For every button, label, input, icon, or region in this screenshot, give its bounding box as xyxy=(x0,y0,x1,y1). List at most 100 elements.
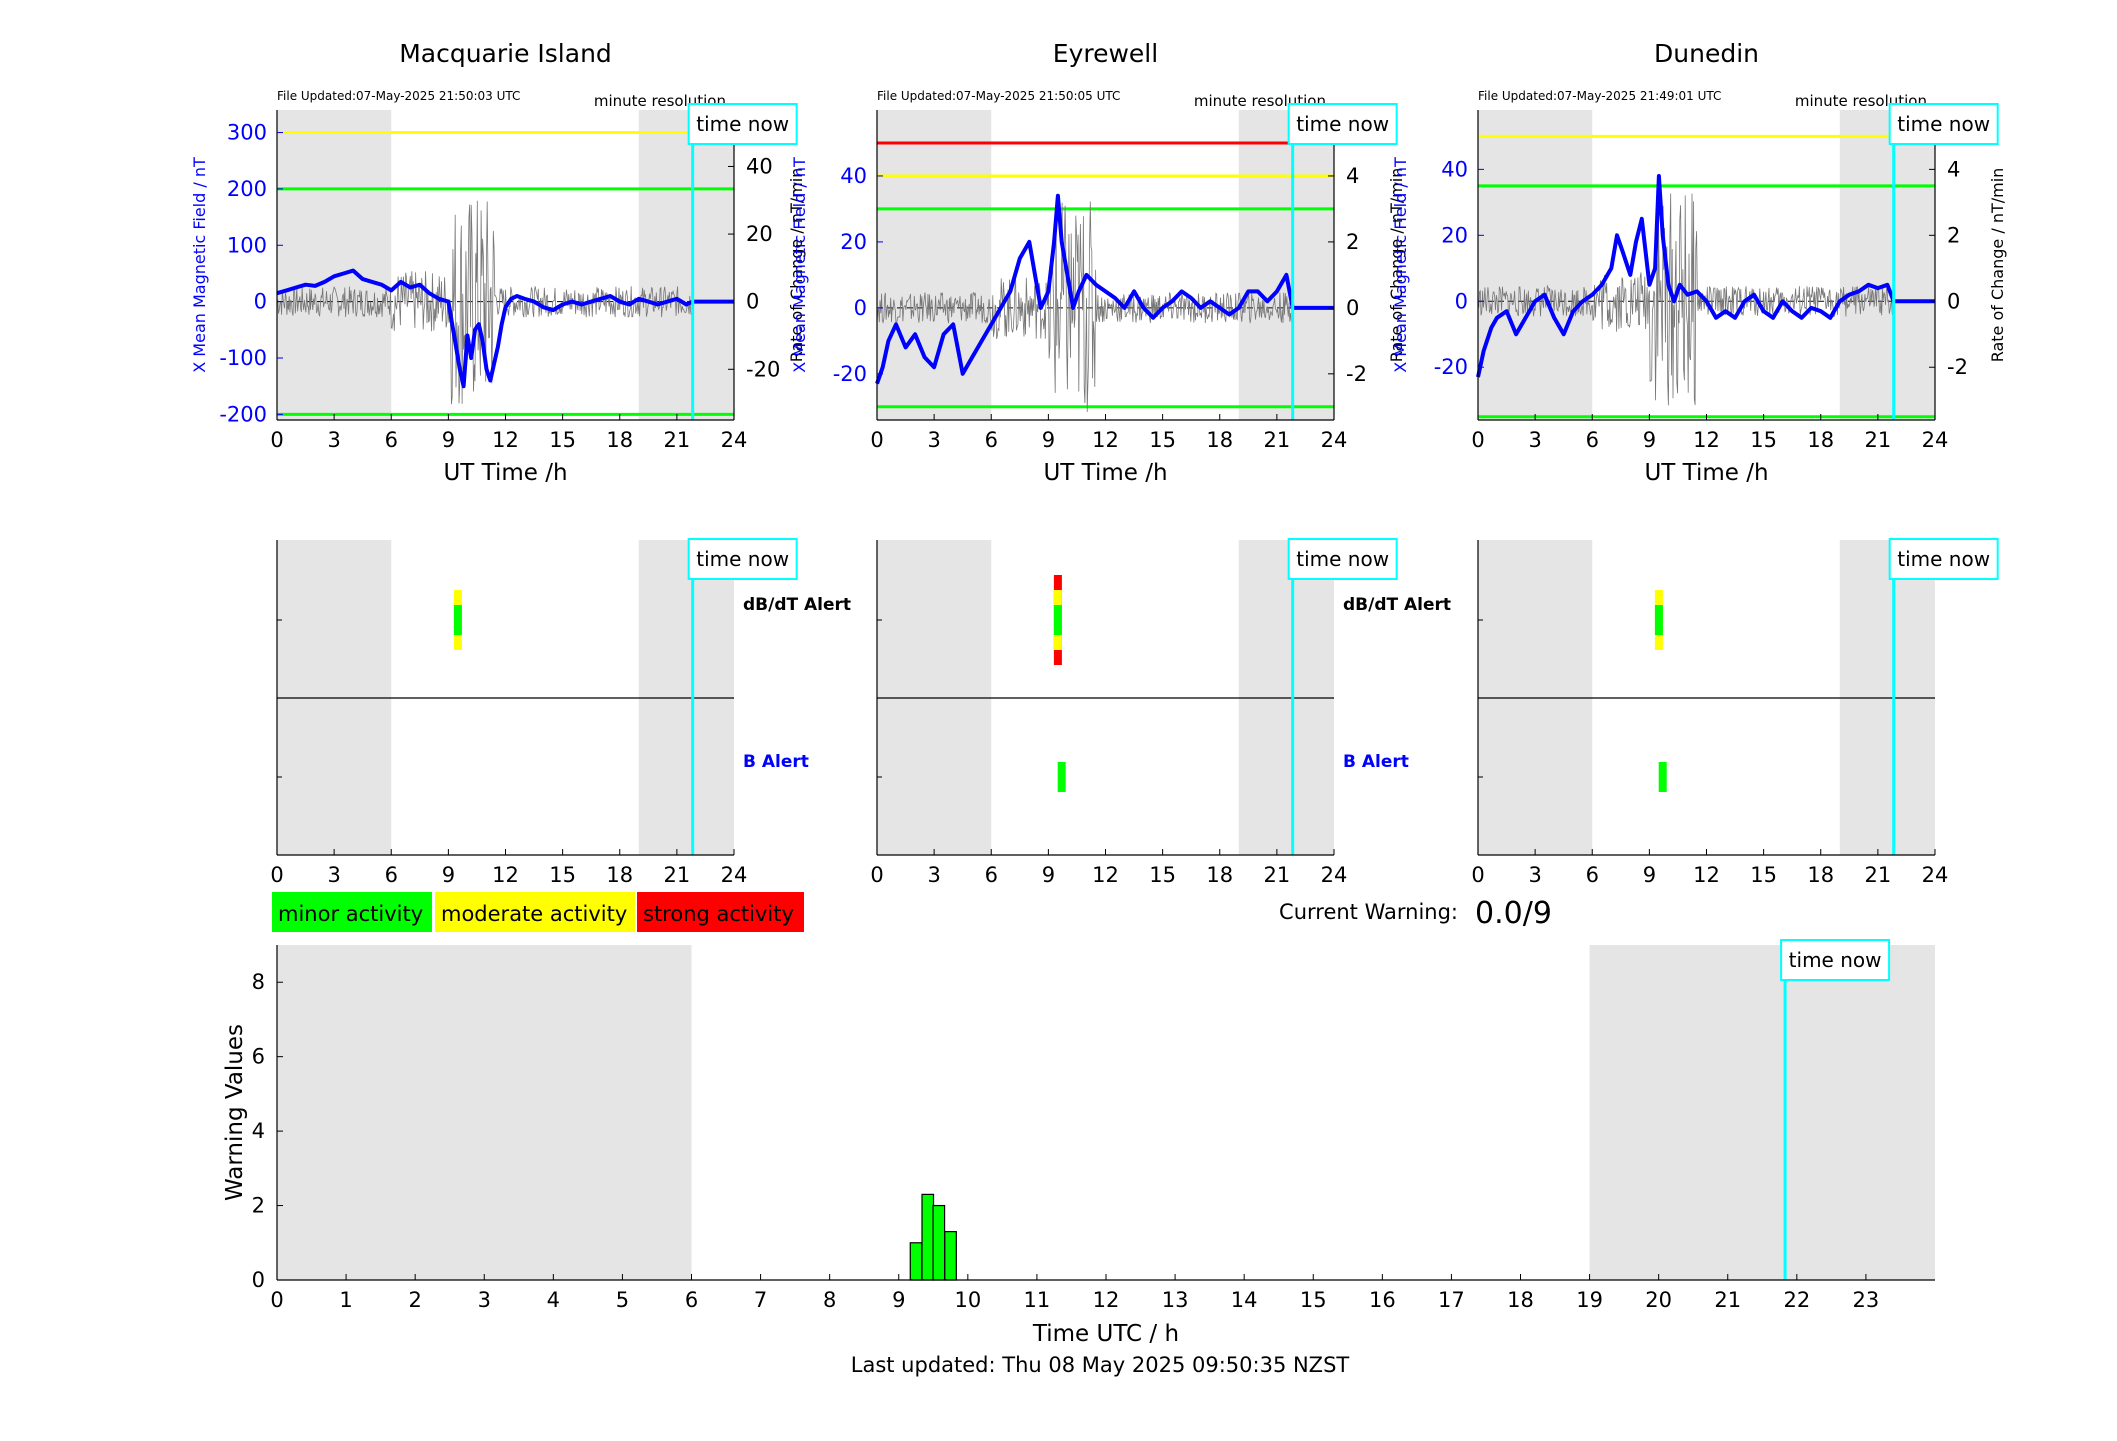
y-tick-right-label: 20 xyxy=(746,222,773,246)
x-tick-label: 16 xyxy=(1369,1288,1396,1312)
y-axis-left-label: X Mean Magnetic Field / nT xyxy=(1391,157,1410,373)
x-tick-label: 15 xyxy=(1750,863,1777,887)
time-now-label: time now xyxy=(1296,112,1389,136)
file-updated-text: File Updated:07-May-2025 21:49:01 UTC xyxy=(1478,89,1721,103)
y-tick-left-label: 300 xyxy=(227,121,267,145)
y-tick-right-label: -2 xyxy=(1947,355,1968,379)
x-tick-label: 9 xyxy=(442,428,455,452)
x-tick-label: 18 xyxy=(1206,863,1233,887)
x-tick-label: 14 xyxy=(1231,1288,1258,1312)
x-mean-field-line xyxy=(1476,174,1935,378)
x-tick-label: 24 xyxy=(1321,428,1348,452)
dbdt-alert-label: dB/dT Alert xyxy=(743,595,851,615)
y-tick-left-label: 200 xyxy=(227,177,267,201)
y-tick-left-label: 0 xyxy=(1455,289,1468,313)
activity-legend: minor activity moderate activity strong ac… xyxy=(272,892,804,932)
x-tick-label: 9 xyxy=(1042,863,1055,887)
warning-values-chart: 0 1 2 3 4 5 6 7 8 9 10 11 12 13 14 15 16 17 18 19 20 21 22 2302… xyxy=(222,945,1935,1347)
y-tick-right-label: 2 xyxy=(1346,230,1359,254)
y-axis-right-label: Rate of Change / nT/min xyxy=(1988,168,2007,363)
night-band xyxy=(277,110,392,420)
x-tick-label: 21 xyxy=(664,863,691,887)
x-tick-label: 24 xyxy=(721,428,748,452)
x-tick-label: 6 xyxy=(1586,863,1599,887)
x-tick-label: 3 xyxy=(478,1288,491,1312)
x-tick-label: 0 xyxy=(1471,863,1484,887)
x-tick-label: 3 xyxy=(327,428,340,452)
x-tick-label: 3 xyxy=(927,428,940,452)
warning-bar xyxy=(932,1204,946,1281)
x-tick-label: 21 xyxy=(1264,863,1291,887)
y-tick-label: 4 xyxy=(252,1119,265,1143)
x-tick-label: 24 xyxy=(1321,863,1348,887)
time-now-box xyxy=(1287,538,1398,580)
x-tick-label: 12 xyxy=(1693,428,1720,452)
legend-swatch xyxy=(272,892,432,932)
y-tick-right-label: 4 xyxy=(1346,164,1359,188)
x-tick-label: 13 xyxy=(1162,1288,1189,1312)
x-tick-label: 15 xyxy=(549,428,576,452)
y-tick-right-label: -20 xyxy=(746,357,780,381)
x-tick-label: 12 xyxy=(1693,863,1720,887)
x-tick-label: 3 xyxy=(1528,863,1541,887)
x-tick-label: 0 xyxy=(270,428,283,452)
y-tick-right-label: 0 xyxy=(1947,289,1960,313)
night-band xyxy=(277,945,692,1280)
x-axis-label: UT Time /h xyxy=(1043,460,1167,486)
x-tick-label: 12 xyxy=(492,428,519,452)
station-title: Dunedin xyxy=(1654,39,1759,68)
x-tick-label: 12 xyxy=(492,863,519,887)
time-now-box xyxy=(1287,103,1398,145)
rate-of-change-trace xyxy=(1477,193,1894,406)
file-updated-text: File Updated:07-May-2025 21:50:03 UTC xyxy=(277,89,520,103)
x-tick-label: 12 xyxy=(1092,428,1119,452)
legend-label: minor activity xyxy=(278,902,423,926)
y-tick-right-label: 4 xyxy=(1947,157,1960,181)
y-axis-left-label: X Mean Magnetic Field / nT xyxy=(190,157,209,373)
x-tick-label: 18 xyxy=(606,863,633,887)
x-tick-label: 22 xyxy=(1783,1288,1810,1312)
legend-swatch xyxy=(435,892,635,932)
x-tick-label: 5 xyxy=(616,1288,629,1312)
time-now-box xyxy=(1888,538,1999,580)
x-axis-label: Time UTC / h xyxy=(1032,1321,1179,1347)
x-tick-label: 10 xyxy=(954,1288,981,1312)
x-tick-label: 21 xyxy=(1865,863,1892,887)
y-tick-label: 6 xyxy=(252,1045,265,1069)
x-tick-label: 3 xyxy=(327,863,340,887)
dbdt-alert-mark xyxy=(1654,605,1663,635)
x-axis-label: UT Time /h xyxy=(1644,460,1768,486)
x-mean-field-line xyxy=(875,193,1334,385)
y-tick-right-label: 40 xyxy=(746,154,773,178)
dbdt-alert-mark xyxy=(1053,605,1062,635)
legend-swatch xyxy=(637,892,804,932)
y-tick-right-label: 2 xyxy=(1947,223,1960,247)
y-axis-right-label: Rate of Change / nT/min xyxy=(787,168,806,363)
y-tick-label: 8 xyxy=(252,970,265,994)
file-updated-text: File Updated:07-May-2025 21:50:05 UTC xyxy=(877,89,1120,103)
warning-bar xyxy=(909,1242,923,1281)
x-tick-label: 24 xyxy=(721,863,748,887)
y-tick-left-label: -100 xyxy=(219,346,267,370)
dbdt-alert-mark xyxy=(453,605,462,635)
night-band xyxy=(877,110,992,420)
station-title: Eyrewell xyxy=(1053,39,1158,68)
x-tick-label: 8 xyxy=(823,1288,836,1312)
y-tick-label: 2 xyxy=(252,1194,265,1218)
alert-panel-2: 0 3 6 9 12 15 18 21 24 dB/dT Alert B Alert xyxy=(870,540,1451,887)
x-tick-label: 11 xyxy=(1024,1288,1051,1312)
x-mean-field-line xyxy=(276,268,734,389)
legend-label: strong activity xyxy=(643,902,794,926)
y-tick-right-label: 0 xyxy=(746,290,759,314)
y-tick-left-label: 0 xyxy=(254,290,267,314)
x-tick-label: 2 xyxy=(408,1288,421,1312)
y-tick-left-label: 100 xyxy=(227,233,267,257)
time-now-label: time now xyxy=(1296,547,1389,571)
x-tick-label: 23 xyxy=(1853,1288,1880,1312)
current-warning-value: 0.0/9 xyxy=(1475,896,1552,931)
y-tick-left-label: 0 xyxy=(854,296,867,320)
last-updated-text: Last updated: Thu 08 May 2025 09:50:35 N… xyxy=(851,1353,1350,1377)
x-tick-label: 6 xyxy=(985,428,998,452)
y-tick-right-label: 0 xyxy=(1346,296,1359,320)
